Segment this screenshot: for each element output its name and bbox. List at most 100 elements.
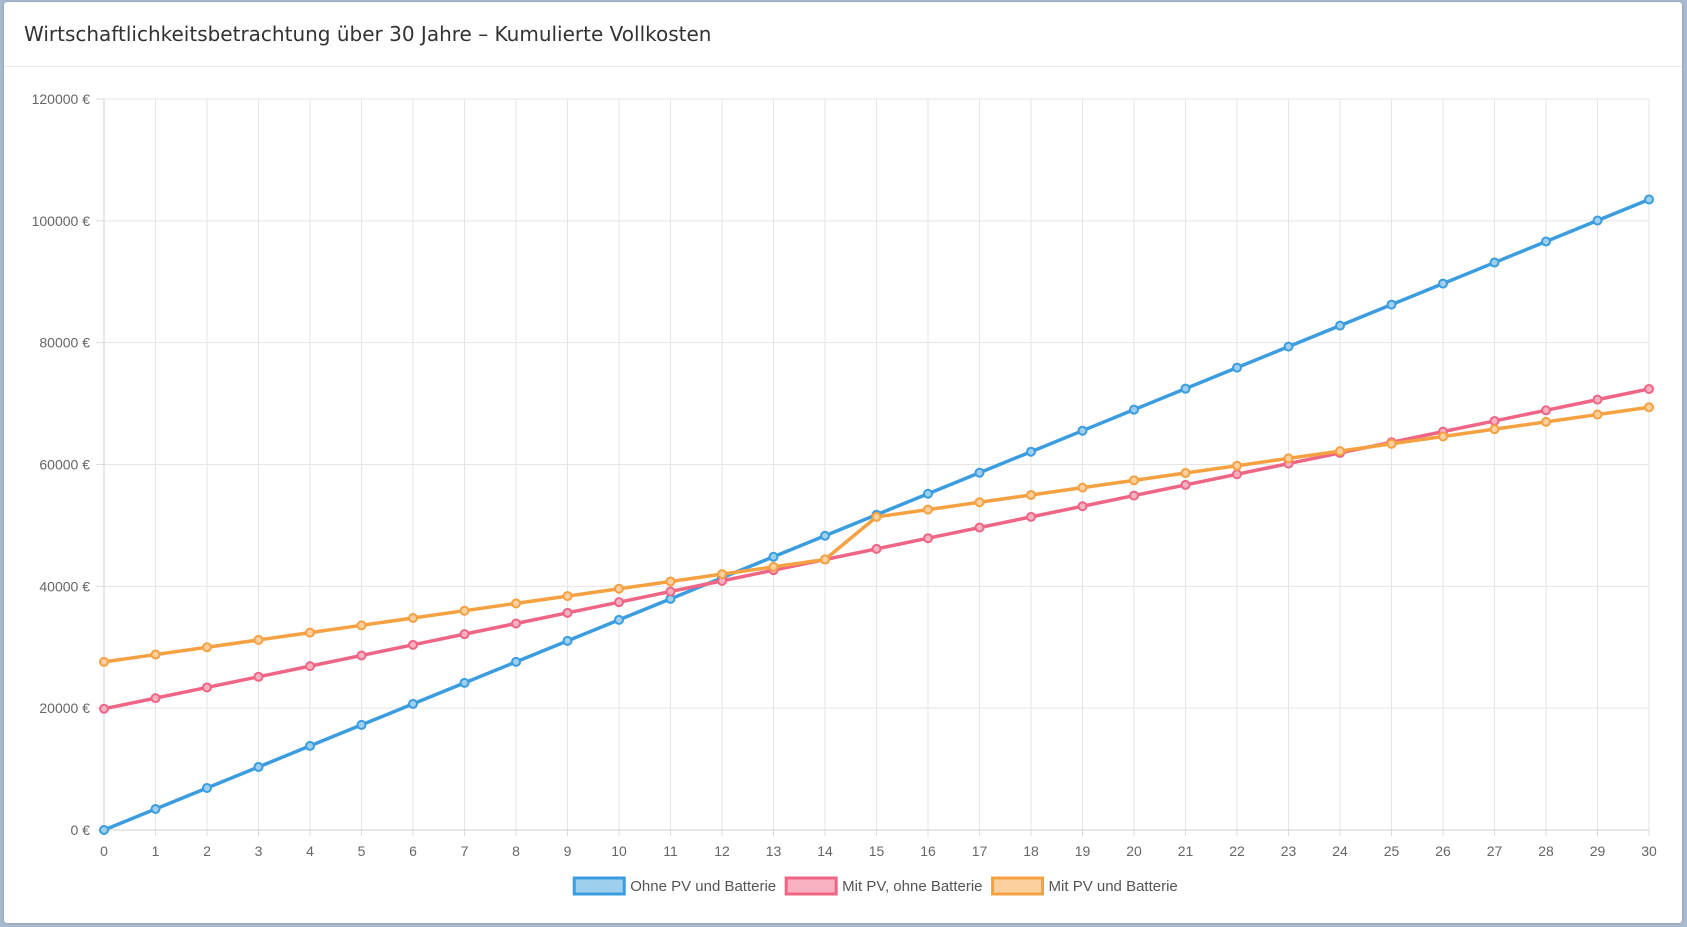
x-tick-label: 18 [1023, 843, 1039, 859]
series-1-point [768, 551, 779, 562]
legend-swatch-1 [572, 876, 626, 896]
series-2-point [1077, 501, 1088, 512]
x-tick-label: 12 [714, 843, 730, 859]
series-2-point [408, 639, 418, 650]
series-2-point [923, 533, 933, 544]
series-3-point [1026, 489, 1036, 500]
y-tick-label: 80000 € [39, 335, 90, 351]
series-2-point [511, 618, 521, 629]
series-1-point [820, 530, 830, 541]
series-3-point [305, 627, 315, 638]
series-2-point [562, 607, 573, 618]
series-3-point [1077, 482, 1088, 493]
series-3-point [923, 504, 933, 515]
series-1-point [356, 719, 367, 730]
x-tick-label: 30 [1641, 843, 1657, 859]
legend-label-2: Mit PV, ohne Batterie [842, 878, 982, 895]
x-tick-label: 24 [1332, 843, 1348, 859]
legend-label-3: Mit PV und Batterie [1049, 878, 1178, 895]
series-1-point [1026, 446, 1036, 457]
y-tick-label: 60000 € [39, 457, 90, 473]
series-1-point [1232, 362, 1242, 373]
x-tick-label: 1 [152, 843, 160, 859]
x-tick-label: 4 [306, 843, 314, 859]
card-header: Wirtschaftlichkeitsbetrachtung über 30 J… [4, 2, 1682, 67]
y-tick-label: 100000 € [32, 213, 91, 229]
series-3-point [1180, 468, 1191, 479]
legend-label-1: Ohne PV und Batterie [630, 878, 776, 895]
x-tick-label: 10 [611, 843, 627, 859]
series-3-point [871, 511, 882, 522]
series-1-point [1438, 278, 1448, 289]
series-3-point [1438, 431, 1448, 442]
series-1-point [1541, 236, 1551, 247]
series-1-point [974, 467, 985, 478]
y-tick-label: 40000 € [39, 578, 90, 594]
x-tick-label: 9 [564, 843, 572, 859]
x-tick-label: 26 [1435, 843, 1451, 859]
series-2-point [974, 522, 985, 533]
series-2-point [202, 682, 212, 693]
series-2-point [1180, 479, 1191, 490]
x-tick-label: 3 [255, 843, 263, 859]
series-3-point [1335, 446, 1345, 457]
series-1-point [1644, 194, 1654, 205]
x-tick-label: 27 [1487, 843, 1503, 859]
series-2-point [1026, 511, 1036, 522]
series-1-point [253, 761, 264, 772]
x-tick-label: 13 [766, 843, 782, 859]
x-tick-label: 15 [869, 843, 885, 859]
chart-title: Wirtschaftlichkeitsbetrachtung über 30 J… [24, 22, 712, 46]
series-1-point [1129, 404, 1139, 415]
series-1-point [923, 488, 933, 499]
series-1-point [614, 614, 624, 625]
legend-swatch-2 [784, 876, 838, 896]
x-tick-label: 28 [1538, 843, 1554, 859]
x-tick-label: 11 [663, 843, 678, 859]
x-tick-label: 5 [358, 843, 366, 859]
series-1-point [150, 803, 161, 814]
series-1-point [1592, 215, 1603, 226]
series-3-point [1489, 424, 1500, 435]
x-tick-label: 19 [1075, 843, 1091, 859]
series-1-point [1077, 425, 1088, 436]
y-tick-label: 20000 € [39, 700, 90, 716]
series-3-point [408, 613, 418, 624]
x-tick-label: 29 [1590, 843, 1606, 859]
series-2-point [871, 543, 882, 554]
x-tick-label: 16 [920, 843, 936, 859]
x-tick-label: 6 [409, 843, 417, 859]
series-3-point [202, 642, 212, 653]
x-tick-label: 0 [100, 843, 108, 859]
series-3-point [1283, 453, 1294, 464]
x-tick-label: 14 [817, 843, 833, 859]
x-tick-label: 8 [512, 843, 520, 859]
series-2-point [614, 597, 624, 608]
series-3-point [1541, 416, 1551, 427]
series-3-point [974, 497, 985, 508]
series-3-point [1592, 409, 1603, 420]
series-3-point [614, 583, 624, 594]
series-2-point [356, 650, 367, 661]
series-1-point [511, 656, 521, 667]
series-3-point [99, 656, 109, 667]
series-1-point [99, 825, 109, 835]
series-1-point [408, 698, 418, 709]
series-2-point [1232, 469, 1242, 480]
series-1-point [562, 635, 573, 646]
x-tick-label: 23 [1281, 843, 1297, 859]
series-2-point [1489, 415, 1500, 426]
series-1-point [1489, 257, 1500, 268]
series-3-point [820, 554, 830, 565]
series-2-point [1541, 405, 1551, 416]
series-3-point [253, 634, 264, 645]
x-tick-label: 25 [1384, 843, 1400, 859]
series-1-point [1283, 341, 1294, 352]
series-3-point [717, 569, 727, 580]
series-2-point [1129, 490, 1139, 501]
x-tick-label: 7 [461, 843, 469, 859]
series-3-point [1129, 475, 1139, 486]
legend-swatch-3 [991, 876, 1045, 896]
series-3-point [459, 605, 470, 616]
